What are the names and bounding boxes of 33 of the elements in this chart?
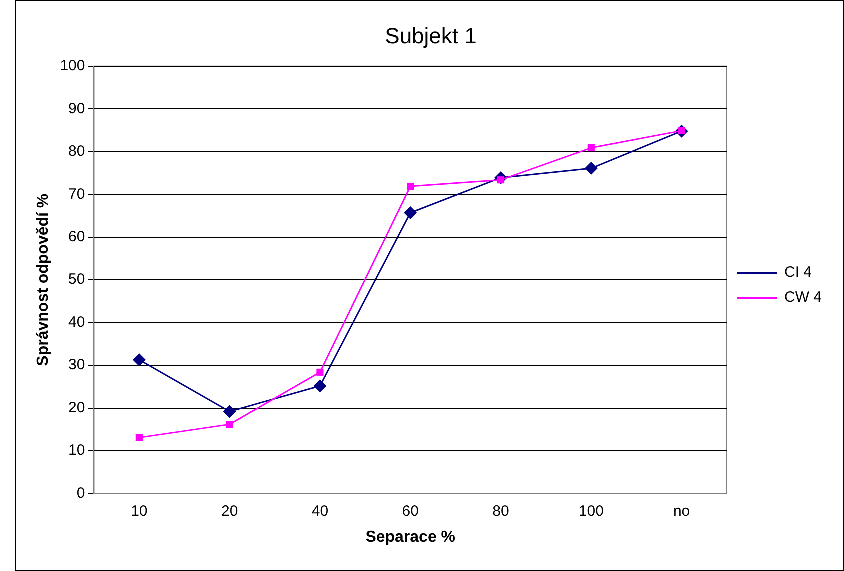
point: [136, 434, 143, 442]
chart-title: Subjekt 1: [385, 23, 477, 48]
y-tick-label: 70: [68, 186, 86, 203]
point: [407, 182, 414, 190]
point: [132, 354, 146, 367]
y-tick-label: 10: [68, 442, 86, 460]
y-tick-label: 40: [68, 314, 86, 331]
point: [588, 144, 595, 152]
point: [584, 162, 598, 176]
y-axis-title: Správnost odpovědí %: [35, 194, 52, 366]
y-tick-label: 50: [68, 271, 86, 288]
point: [314, 380, 327, 393]
point: [223, 405, 236, 418]
x-axis-title: Separace %: [366, 528, 456, 546]
x-tick-label: no: [673, 502, 690, 520]
point: [404, 206, 418, 220]
y-tick-label: 60: [68, 228, 86, 246]
legend-label: CW 4: [784, 289, 822, 306]
y-tick-label: 100: [60, 58, 86, 75]
y-tick-label: 0: [76, 484, 86, 502]
y-tick-label: 20: [68, 399, 86, 416]
y-tick-label: 80: [68, 143, 86, 160]
x-tick-label: 10: [131, 502, 148, 520]
x-tick-label: 80: [492, 502, 510, 520]
x-tick-label: 20: [221, 502, 238, 520]
x-tick-label: 60: [402, 502, 419, 520]
y-tick-label: 30: [68, 356, 86, 374]
legend-label: CI 4: [784, 264, 812, 282]
y-tick-label: 90: [68, 100, 86, 118]
x-tick-label: 40: [312, 502, 329, 520]
point: [226, 421, 234, 428]
x-tick-label: 100: [578, 502, 604, 520]
point: [316, 368, 324, 376]
